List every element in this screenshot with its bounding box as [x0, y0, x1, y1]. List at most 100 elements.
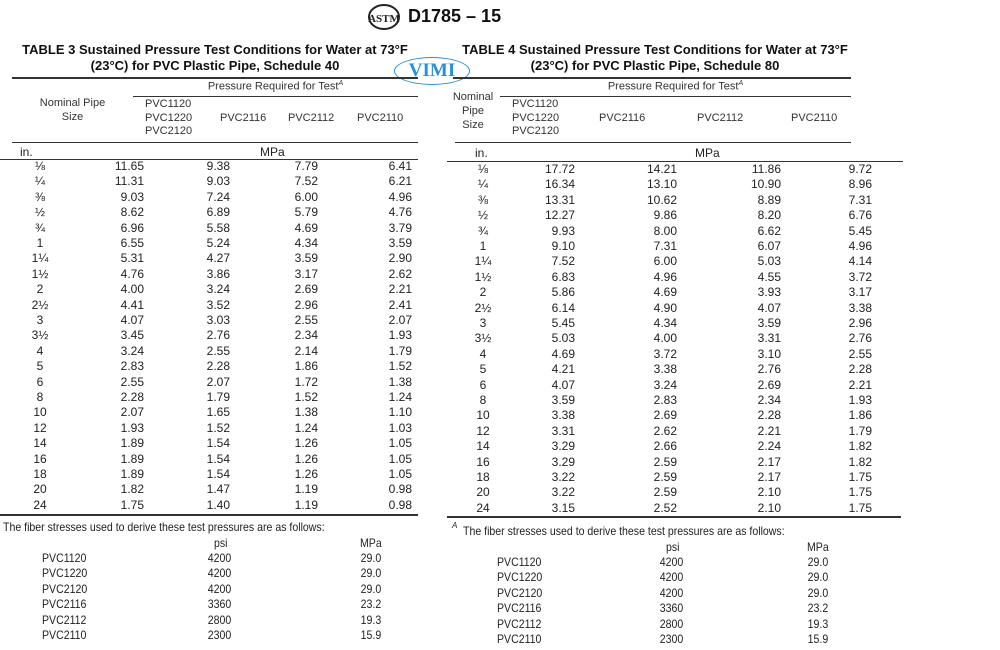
- pressure-cell: 3.22: [551, 485, 575, 500]
- pressure-cell: 4.69: [551, 346, 575, 361]
- pressure-cell: 1.24: [388, 390, 412, 404]
- pressure-cell: 9.72: [848, 162, 872, 176]
- pressure-cell: 9.03: [206, 174, 230, 189]
- pressure-cell: 1.79: [388, 343, 412, 358]
- pressure-cell: 4.07: [551, 377, 575, 392]
- pressure-cell: 4.55: [757, 269, 781, 284]
- table4-group-header: Pressure Required for TestA: [500, 80, 851, 93]
- fiber-stress-material: PVC2116: [497, 601, 542, 616]
- pipe-size-cell: 1½: [474, 269, 492, 284]
- pipe-size-cell: 5: [36, 359, 44, 374]
- fiber-stress-psi: 3360: [659, 601, 684, 616]
- pressure-cell: 3.86: [206, 266, 230, 281]
- pressure-cell: 5.03: [551, 331, 575, 346]
- fiber-stress-psi: 4200: [659, 555, 684, 569]
- column-header: PVC1220: [512, 111, 560, 124]
- pressure-cell: 3.31: [551, 423, 575, 438]
- fiber-stress-psi: 4200: [659, 570, 684, 585]
- document-designation: D1785 – 15: [408, 6, 502, 26]
- pressure-cell: 4.07: [757, 300, 781, 315]
- pressure-cell: 4.21: [551, 362, 575, 377]
- pressure-cell: 4.69: [653, 285, 677, 300]
- pressure-cell: 11.65: [114, 159, 144, 173]
- size-header-line: Size: [61, 111, 84, 123]
- pressure-cell: 3.15: [551, 500, 575, 515]
- pressure-cell: 2.07: [206, 374, 230, 389]
- fiber-stress-psi: 3360: [207, 597, 232, 612]
- pipe-size-cell: 18: [476, 470, 490, 484]
- pressure-cell: 3.22: [551, 470, 575, 484]
- fiber-stress-material: PVC2120: [42, 581, 88, 596]
- table4-bottom-rule: [447, 516, 901, 518]
- pressure-cell: 6.14: [551, 300, 575, 315]
- table4-title: TABLE 4 Sustained Pressure Test Conditio…: [450, 42, 860, 74]
- pressure-cell: 6.83: [551, 269, 575, 284]
- pressure-cell: 2.55: [294, 313, 318, 327]
- pressure-cell: 1.26: [294, 467, 318, 481]
- table4-group-rule: [500, 96, 851, 97]
- svg-text:ASTM: ASTM: [368, 13, 400, 25]
- pressure-cell: 2.59: [653, 454, 677, 469]
- group-header-text: Pressure Required for Test: [207, 80, 339, 93]
- pressure-cell: 7.52: [551, 254, 575, 269]
- pressure-cell: 4.90: [653, 300, 677, 315]
- table3-unit-mpa: MPa: [260, 145, 285, 159]
- pipe-size-cell: 14: [33, 436, 47, 451]
- pressure-cell: 2.14: [294, 343, 318, 358]
- pressure-cell: 1.75: [848, 470, 872, 484]
- pipe-size-cell: 2½: [31, 297, 49, 312]
- pressure-cell: 1.93: [388, 328, 412, 343]
- pressure-cell: 3.17: [848, 285, 872, 300]
- pressure-cell: 2.76: [848, 331, 872, 346]
- pressure-cell: 3.72: [653, 346, 677, 361]
- table3-title-line2: (23°C) for PVC Plastic Pipe, Schedule 40: [90, 58, 340, 73]
- pressure-cell: 7.31: [653, 239, 677, 253]
- pressure-cell: 4.96: [653, 269, 677, 284]
- fiber-stress-psi: 4200: [207, 551, 232, 565]
- pressure-cell: 3.17: [294, 266, 318, 281]
- fiber-stress-mpa: 19.3: [807, 616, 829, 631]
- footnote-header-mpa: MPa: [360, 536, 382, 550]
- pipe-size-cell: ¼: [34, 174, 45, 189]
- pipe-size-cell: 1½: [31, 266, 49, 281]
- pressure-cell: 2.07: [388, 313, 412, 327]
- pressure-cell: 7.31: [848, 192, 872, 207]
- fiber-stress-mpa: 29.0: [360, 551, 382, 565]
- pressure-cell: 10.62: [646, 192, 677, 207]
- column-header: PVC1220: [145, 111, 193, 124]
- pressure-cell: 0.98: [388, 497, 412, 512]
- pressure-cell: 6.55: [120, 236, 144, 250]
- column-header: PVC2112: [288, 112, 335, 124]
- pressure-cell: 6.21: [388, 174, 412, 189]
- pressure-cell: 4.34: [294, 236, 318, 250]
- pressure-cell: 7.52: [294, 174, 318, 189]
- column-header: PVC2112: [697, 112, 744, 124]
- fiber-stress-psi: 2800: [659, 616, 684, 631]
- pressure-cell: 4.00: [120, 282, 144, 297]
- pressure-cell: 2.21: [848, 377, 872, 392]
- pressure-cell: 3.38: [653, 362, 677, 377]
- table3-group-rule: [133, 96, 418, 97]
- pressure-cell: 4.76: [388, 205, 412, 220]
- fiber-stress-psi: 4200: [207, 581, 232, 596]
- pressure-cell: 1.82: [848, 439, 872, 454]
- fiber-stress-material: PVC2110: [42, 628, 87, 642]
- pressure-cell: 3.59: [757, 316, 781, 330]
- pressure-cell: 3.24: [206, 282, 230, 297]
- footnote-text: The fiber stresses used to derive these …: [463, 524, 785, 538]
- pressure-cell: 1.86: [848, 408, 872, 423]
- pressure-cell: 2.24: [757, 439, 781, 454]
- fiber-stress-material: PVC2112: [497, 616, 542, 631]
- pipe-size-cell: ½: [477, 208, 488, 223]
- column-header: PVC1120: [512, 98, 559, 110]
- column-header: PVC2120: [512, 125, 560, 137]
- fiber-stress-psi: 4200: [659, 585, 684, 600]
- pressure-cell: 2.10: [757, 500, 781, 515]
- astm-logo-icon: ASTM: [368, 4, 401, 30]
- fiber-stress-material: PVC2110: [497, 632, 542, 646]
- pressure-cell: 1.75: [120, 497, 144, 512]
- pressure-cell: 1.89: [120, 467, 144, 481]
- pressure-cell: 11.31: [114, 174, 144, 189]
- pipe-size-cell: 1¼: [31, 251, 49, 266]
- pressure-cell: 4.27: [206, 251, 230, 266]
